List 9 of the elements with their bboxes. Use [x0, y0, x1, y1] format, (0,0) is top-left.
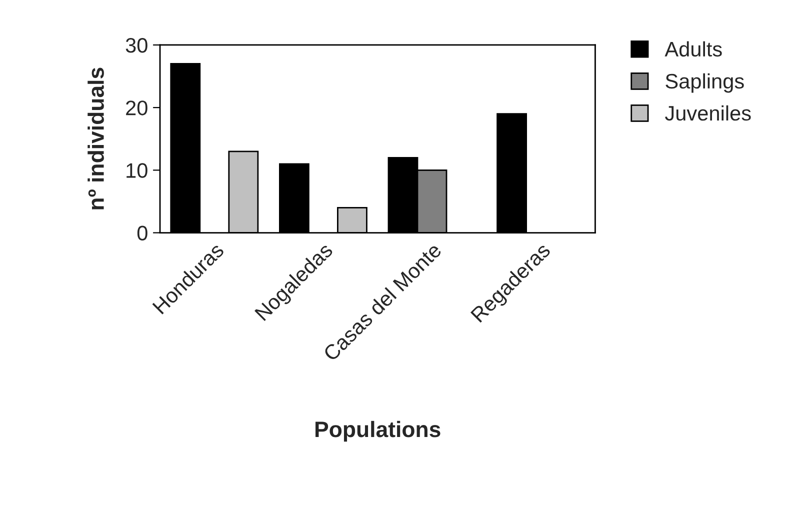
y-tick-label: 10 [126, 163, 148, 178]
x-axis-title: Populations [316, 420, 440, 442]
legend-label: Saplings [666, 73, 744, 93]
y-axis-title: nº individuals [88, 68, 104, 210]
y-tick-label: 30 [126, 38, 148, 53]
y-tick-label: 20 [126, 100, 148, 116]
legend-label: Juveniles [665, 105, 751, 121]
legend-label: Adults [664, 41, 722, 57]
y-tick-label: 0 [137, 226, 148, 241]
